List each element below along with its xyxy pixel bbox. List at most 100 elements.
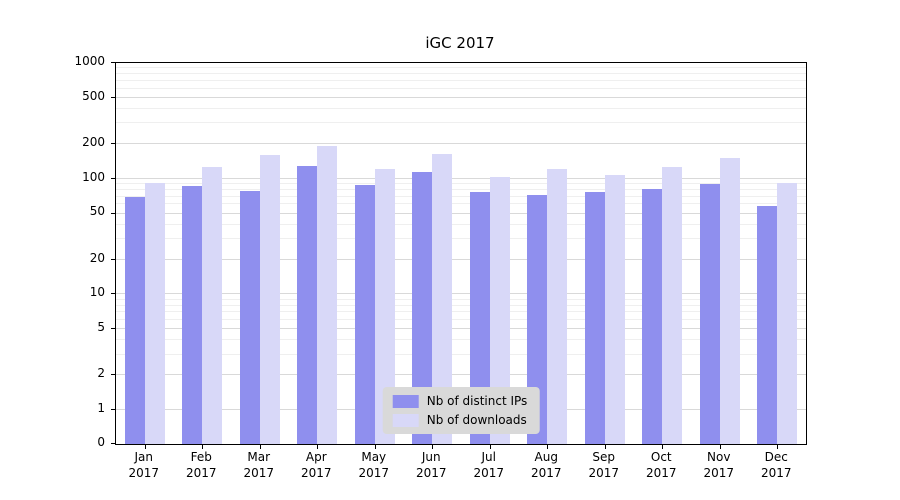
x-tick-label: Dec 2017 [761, 449, 792, 481]
minor-gridline [116, 304, 806, 306]
minor-gridline [116, 319, 806, 320]
x-tick-mark [259, 444, 261, 449]
plot-area: Nb of distinct IPs Nb of downloads [111, 62, 807, 449]
x-axis: Jan 2017 Feb 2017 Mar 2017 Apr 2017 May 2017 Jun 20… [115, 449, 805, 489]
bar-downloads [432, 154, 453, 444]
legend-item-distinct-ips: Nb of distinct IPs [392, 394, 527, 408]
x-tick-month: Nov [707, 450, 731, 464]
x-tick-mark [317, 444, 319, 449]
bar-distinct-ips [124, 196, 145, 444]
bar-downloads [317, 146, 338, 444]
x-tick-label: Jul 2017 [473, 449, 504, 481]
bar-downloads [144, 182, 165, 444]
y-tick-mark [111, 212, 116, 214]
y-tick-mark [111, 142, 116, 144]
major-gridline [116, 328, 806, 330]
x-tick-year: 2017 [185, 466, 217, 480]
x-tick-mark [662, 444, 664, 449]
y-tick-label: 20 [89, 250, 105, 265]
x-tick-label: Oct 2017 [646, 449, 677, 481]
minor-gridline [116, 122, 806, 124]
y-tick-mark [111, 293, 116, 295]
x-tick-month: Sep [592, 450, 616, 464]
minor-gridline [116, 223, 806, 225]
x-tick-month: Jul [481, 450, 496, 464]
bar-downloads [662, 167, 683, 444]
x-tick-label: Apr 2017 [301, 449, 332, 481]
x-tick-year: 2017 [415, 466, 447, 480]
y-tick-label: 500 [82, 88, 105, 103]
x-tick-month: Jun [421, 450, 441, 464]
x-tick-year: 2017 [358, 466, 390, 480]
bar-distinct-ips [354, 184, 375, 444]
y-tick-label: 0 [97, 435, 105, 449]
x-tick-month: Aug [534, 450, 558, 464]
x-tick-mark [144, 444, 146, 449]
y-tick-mark [111, 409, 116, 410]
x-tick-month: Dec [764, 450, 788, 464]
bar-downloads [489, 176, 510, 444]
bar-distinct-ips [239, 191, 260, 444]
y-tick-mark [111, 328, 116, 330]
x-tick-label: Jan 2017 [128, 449, 159, 481]
legend-item-downloads: Nb of downloads [392, 413, 528, 427]
major-gridline [116, 258, 806, 260]
bar-distinct-ips [642, 188, 663, 444]
minor-gridline [116, 311, 806, 313]
x-tick-year: 2017 [530, 466, 562, 480]
y-tick-label: 1000 [74, 54, 105, 68]
x-tick-label: Feb 2017 [186, 449, 217, 481]
y-tick-label: 100 [82, 169, 105, 184]
x-tick-month: May [361, 450, 387, 464]
minor-gridline [116, 238, 806, 240]
bar-distinct-ips [699, 183, 720, 444]
minor-gridline [116, 353, 806, 355]
x-tick-year: 2017 [243, 466, 275, 480]
y-tick-label: 5 [97, 320, 105, 335]
x-tick-month: Oct [650, 450, 672, 464]
x-tick-month: Jan [134, 450, 153, 464]
x-tick-month: Apr [305, 450, 327, 464]
major-gridline [116, 374, 806, 376]
minor-gridline [116, 87, 806, 89]
major-gridline [116, 293, 806, 295]
x-tick-mark [547, 444, 549, 449]
x-tick-mark [719, 444, 721, 449]
y-tick-label: 200 [82, 134, 105, 149]
bar-downloads [547, 168, 568, 444]
bar-downloads [374, 168, 395, 444]
bar-distinct-ips [757, 206, 778, 444]
x-tick-month: Mar [247, 450, 271, 464]
minor-gridline [116, 67, 806, 69]
x-tick-year: 2017 [645, 466, 677, 480]
bar-distinct-ips [469, 192, 490, 444]
x-tick-mark [489, 444, 491, 449]
legend: Nb of distinct IPs Nb of downloads [382, 387, 540, 434]
minor-gridline [116, 182, 806, 184]
y-tick-mark [111, 96, 116, 98]
x-tick-year: 2017 [300, 466, 332, 480]
bar-distinct-ips [412, 171, 433, 444]
y-tick-mark [111, 177, 116, 179]
bar-downloads [202, 167, 223, 444]
x-tick-year: 2017 [473, 466, 505, 480]
y-tick-mark [111, 258, 116, 260]
x-tick-year: 2017 [703, 466, 735, 480]
major-gridline [116, 212, 806, 214]
y-tick-label: 2 [97, 366, 105, 381]
x-tick-mark [374, 444, 376, 449]
major-gridline [116, 142, 806, 144]
minor-gridline [116, 188, 806, 190]
y-axis: 0 1 2 5 10 20 50 100 200 500 1000 [0, 54, 115, 449]
bar-downloads [259, 155, 280, 444]
legend-swatch-distinct-ips [392, 394, 419, 408]
x-tick-mark [202, 444, 204, 449]
bar-distinct-ips [584, 191, 605, 444]
x-tick-mark [432, 444, 434, 449]
bar-downloads [777, 182, 798, 444]
legend-swatch-downloads [392, 413, 419, 427]
major-gridline [116, 177, 806, 179]
y-tick-label: 1 [97, 401, 105, 415]
minor-gridline [116, 79, 806, 81]
